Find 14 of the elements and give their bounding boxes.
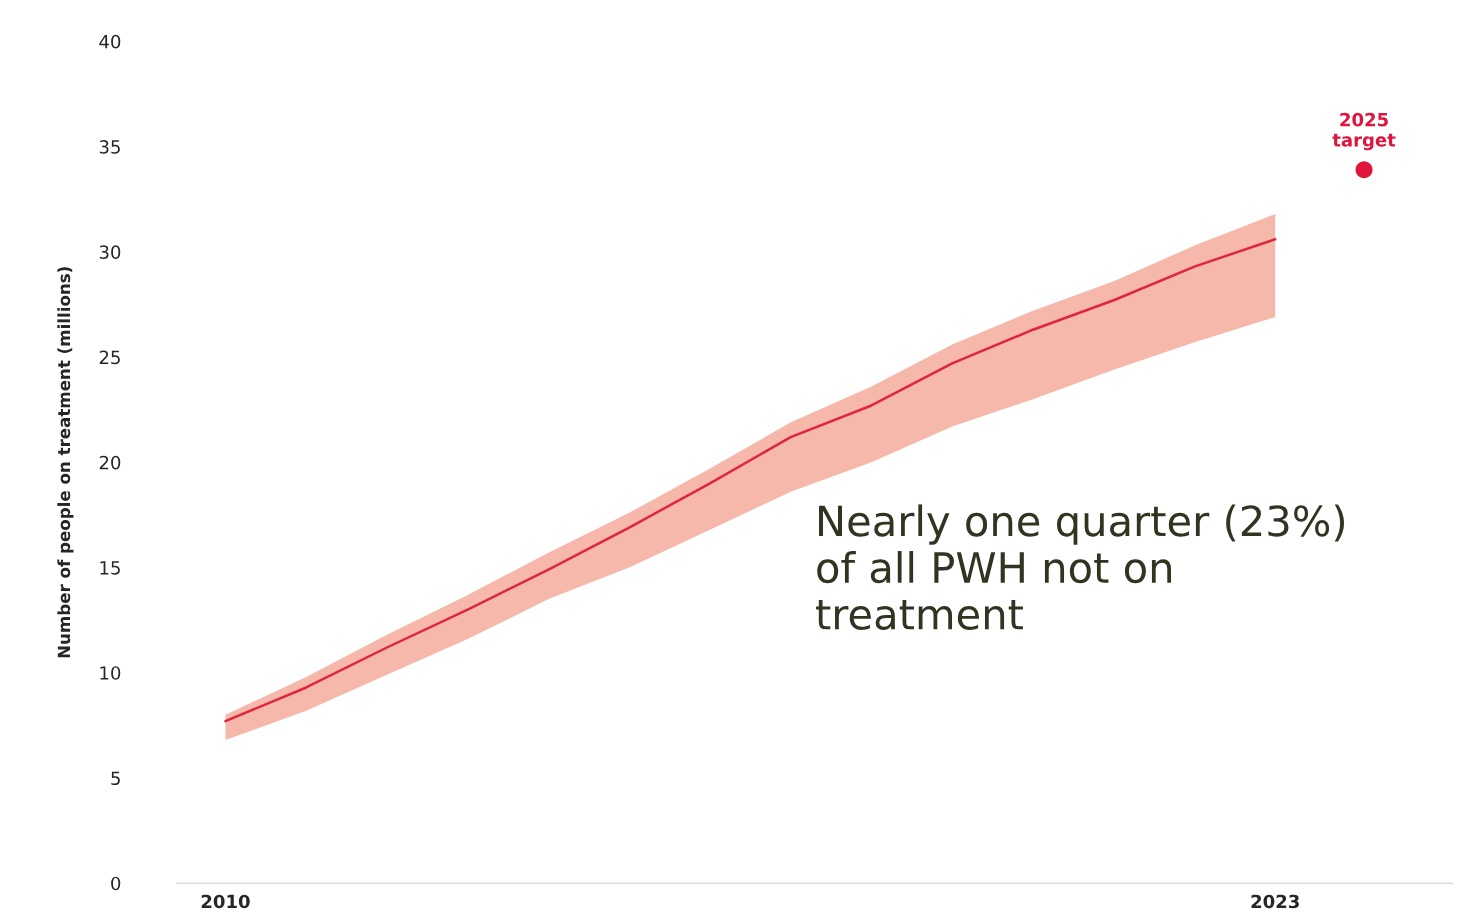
x-tick-label: 2010 bbox=[201, 894, 250, 909]
y-tick-label: 15 bbox=[100, 561, 120, 575]
y-axis-title: Number of people on treatment (millions) bbox=[57, 267, 74, 658]
annotation: 2025 target bbox=[1332, 112, 1396, 151]
y-tick-label: 35 bbox=[99, 140, 120, 154]
y-tick-label: 5 bbox=[111, 771, 120, 786]
y-tick-label: 0 bbox=[111, 876, 121, 891]
y-tick-label: 20 bbox=[99, 455, 121, 470]
annotation: Nearly one quarter (23%) of all PWH not on treatment bbox=[816, 504, 1345, 630]
y-tick-label: 25 bbox=[99, 350, 120, 365]
y-tick-label: 10 bbox=[100, 666, 121, 680]
y-tick-label: 30 bbox=[99, 245, 121, 259]
x-tick-label: 2023 bbox=[1251, 894, 1299, 909]
y-tick-label: 40 bbox=[99, 34, 121, 49]
